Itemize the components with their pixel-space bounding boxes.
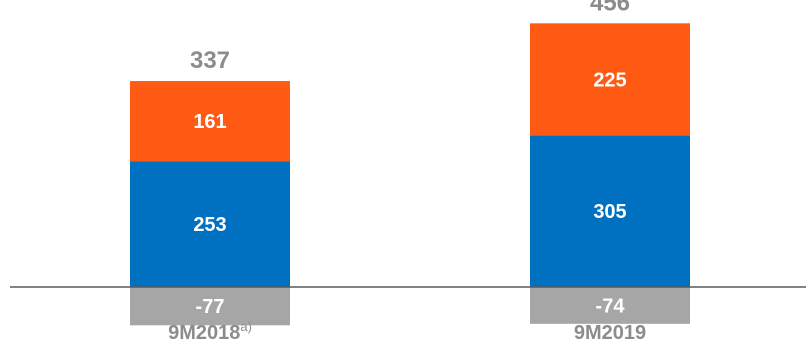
total-label: 337 (190, 47, 230, 74)
total-label: 456 (590, 0, 630, 16)
category-footnote: a) (240, 319, 252, 334)
bar-segment (130, 287, 290, 326)
bar-segment (530, 287, 690, 324)
data-label: 225 (593, 69, 626, 91)
data-label: -74 (596, 295, 626, 317)
bar-segment (130, 81, 290, 162)
data-label: 253 (193, 214, 226, 236)
bar-segment (530, 135, 690, 287)
bar-segment (130, 161, 290, 287)
labels-layer: 253 161 -77 337 9M2018a) 305 225 -74 456 9M2019 (168, 0, 646, 344)
bar-segment (530, 23, 690, 136)
data-label: 305 (593, 201, 626, 223)
data-label: 161 (193, 111, 226, 133)
category-label-text: 9M2019 (574, 322, 646, 344)
bars-layer (130, 23, 690, 326)
data-label: -77 (196, 296, 225, 318)
category-label-text: 9M2018 (168, 322, 240, 344)
category-label: 9M2019 (574, 322, 646, 344)
category-label: 9M2018a) (168, 319, 252, 344)
